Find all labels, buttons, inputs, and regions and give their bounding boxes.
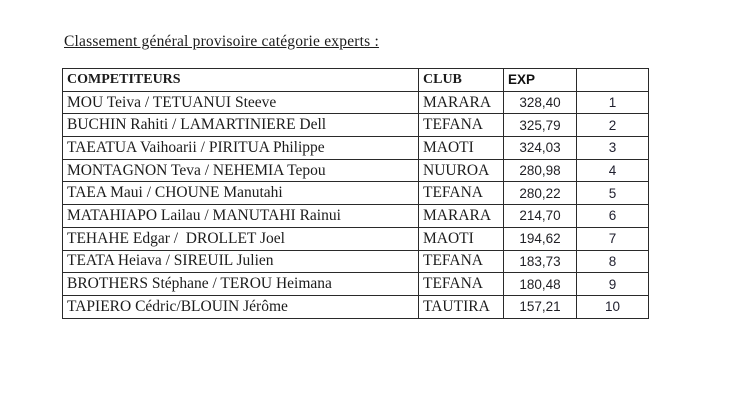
rank-cell: 10 bbox=[576, 294, 649, 319]
competiteurs-cell: MOU Teiva / TETUANUI Steeve bbox=[62, 90, 419, 115]
competiteurs-cell: MATAHIAPO Lailau / MANUTAHI Rainui bbox=[62, 204, 419, 228]
table-row: MOU Teiva / TETUANUI Steeve MARARA 328,4… bbox=[62, 90, 649, 115]
rank-cell: 8 bbox=[576, 249, 649, 274]
competiteurs-cell: TEHAHE Edgar / DROLLET Joel bbox=[62, 226, 419, 251]
club-cell: TEFANA bbox=[418, 113, 504, 138]
header-club: CLUB bbox=[418, 68, 504, 92]
table-row: TAPIERO Cédric/BLOUIN Jérôme TAUTIRA 157… bbox=[62, 294, 649, 319]
header-competiteurs: COMPETITEURS bbox=[62, 68, 419, 92]
rank-cell: 2 bbox=[576, 113, 649, 138]
table-row: MONTAGNON Teva / NEHEMIA Tepou NUUROA 28… bbox=[62, 158, 649, 183]
exp-cell: 180,48 bbox=[503, 272, 577, 296]
competiteurs-cell: MONTAGNON Teva / NEHEMIA Tepou bbox=[62, 158, 419, 183]
ranking-table: COMPETITEURS CLUB EXP MOU Teiva / TETUAN… bbox=[62, 68, 649, 319]
header-rank bbox=[576, 68, 649, 92]
table-header-row: COMPETITEURS CLUB EXP bbox=[62, 68, 649, 92]
exp-cell: 324,03 bbox=[503, 136, 577, 160]
exp-cell: 325,79 bbox=[503, 113, 577, 138]
table-row: TEATA Heiava / SIREUIL Julien TEFANA 183… bbox=[62, 249, 649, 274]
club-cell: MARARA bbox=[418, 90, 504, 115]
table-row: TEHAHE Edgar / DROLLET Joel MAOTI 194,62… bbox=[62, 226, 649, 251]
rank-cell: 5 bbox=[576, 181, 649, 206]
competiteurs-cell: TAEA Maui / CHOUNE Manutahi bbox=[62, 181, 419, 206]
club-cell: TEFANA bbox=[418, 272, 504, 296]
exp-cell: 280,22 bbox=[503, 181, 577, 206]
competiteurs-cell: BUCHIN Rahiti / LAMARTINIERE Dell bbox=[62, 113, 419, 138]
competiteurs-cell: TAEATUA Vaihoarii / PIRITUA Philippe bbox=[62, 136, 419, 160]
exp-cell: 194,62 bbox=[503, 226, 577, 251]
exp-cell: 280,98 bbox=[503, 158, 577, 183]
table-row: BUCHIN Rahiti / LAMARTINIERE Dell TEFANA… bbox=[62, 113, 649, 138]
header-exp: EXP bbox=[503, 68, 577, 92]
club-cell: TEFANA bbox=[418, 181, 504, 206]
competiteurs-cell: TAPIERO Cédric/BLOUIN Jérôme bbox=[62, 294, 419, 319]
rank-cell: 7 bbox=[576, 226, 649, 251]
exp-cell: 214,70 bbox=[503, 204, 577, 228]
table-row: MATAHIAPO Lailau / MANUTAHI Rainui MARAR… bbox=[62, 204, 649, 228]
rank-cell: 6 bbox=[576, 204, 649, 228]
rank-cell: 9 bbox=[576, 272, 649, 296]
club-cell: TAUTIRA bbox=[418, 294, 504, 319]
table-row: BROTHERS Stéphane / TEROU Heimana TEFANA… bbox=[62, 272, 649, 296]
exp-cell: 328,40 bbox=[503, 90, 577, 115]
exp-cell: 183,73 bbox=[503, 249, 577, 274]
club-cell: TEFANA bbox=[418, 249, 504, 274]
club-cell: MAOTI bbox=[418, 226, 504, 251]
club-cell: MAOTI bbox=[418, 136, 504, 160]
page-title: Classement général provisoire catégorie … bbox=[64, 33, 379, 50]
competiteurs-cell: TEATA Heiava / SIREUIL Julien bbox=[62, 249, 419, 274]
club-cell: NUUROA bbox=[418, 158, 504, 183]
table-row: TAEA Maui / CHOUNE Manutahi TEFANA 280,2… bbox=[62, 181, 649, 206]
exp-cell: 157,21 bbox=[503, 294, 577, 319]
competiteurs-cell: BROTHERS Stéphane / TEROU Heimana bbox=[62, 272, 419, 296]
rank-cell: 4 bbox=[576, 158, 649, 183]
table-row: TAEATUA Vaihoarii / PIRITUA Philippe MAO… bbox=[62, 136, 649, 160]
club-cell: MARARA bbox=[418, 204, 504, 228]
rank-cell: 1 bbox=[576, 90, 649, 115]
rank-cell: 3 bbox=[576, 136, 649, 160]
